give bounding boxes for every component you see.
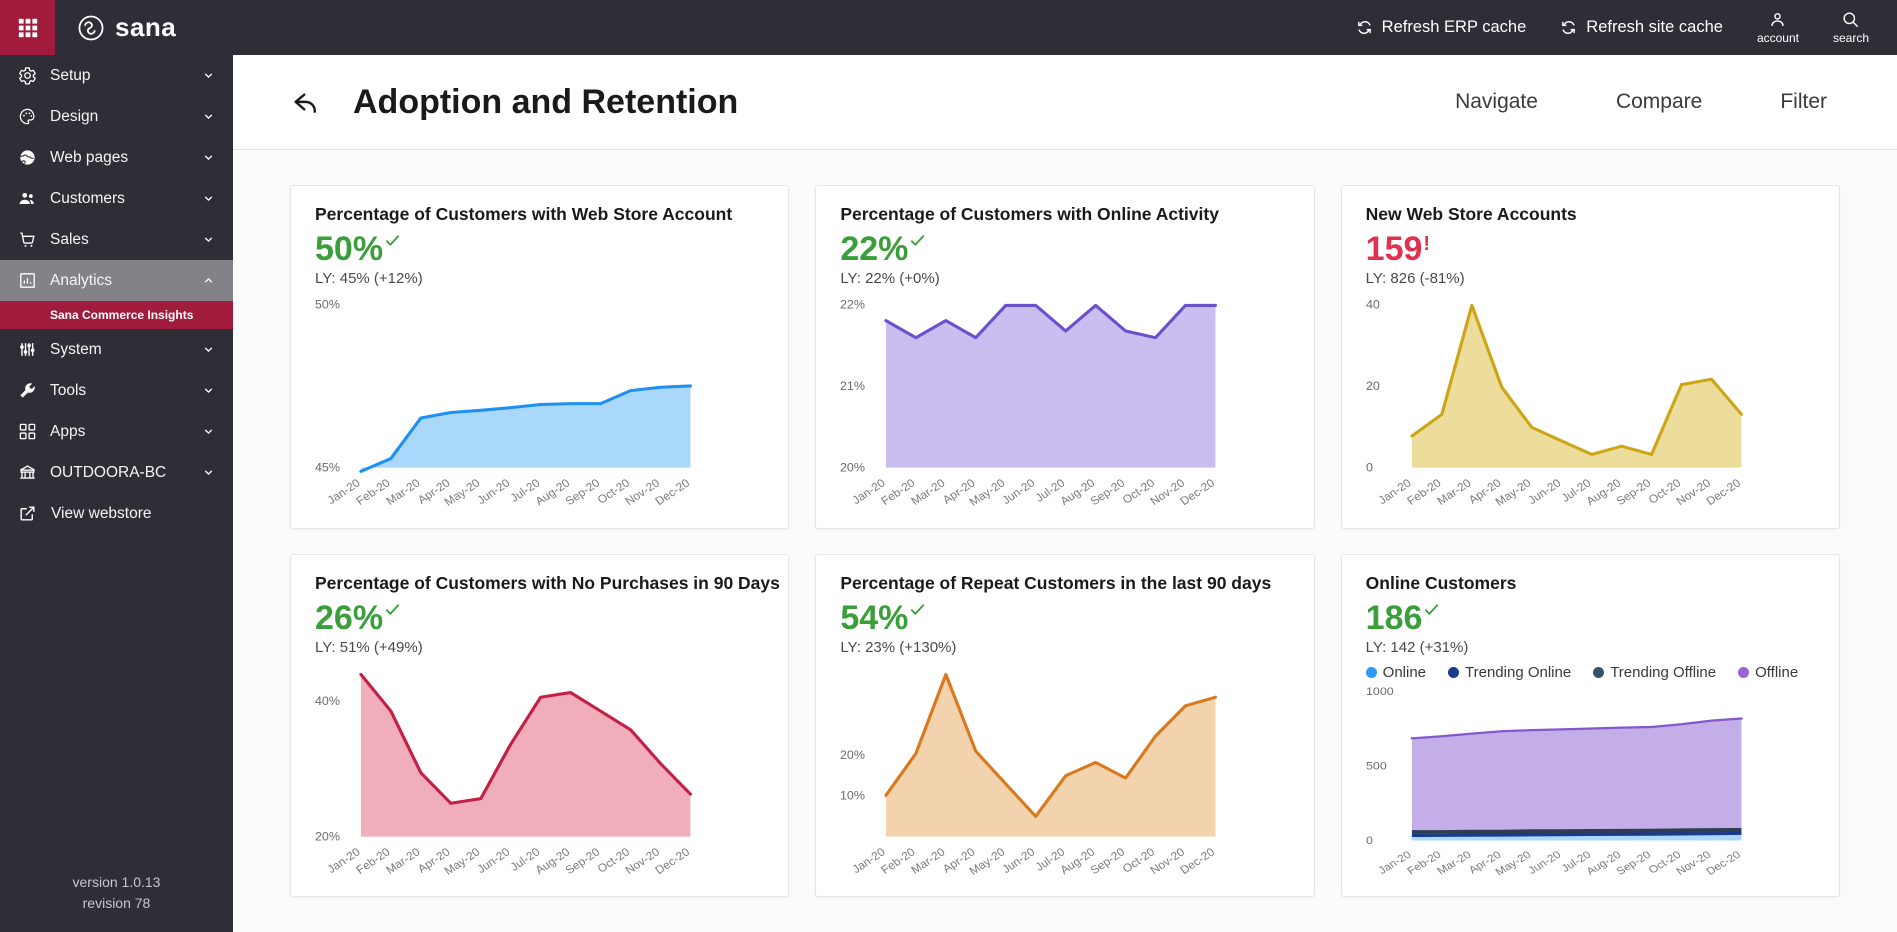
svg-text:Jun-20: Jun-20: [1000, 845, 1038, 876]
svg-text:Mar-20: Mar-20: [384, 845, 423, 876]
svg-text:Sep-20: Sep-20: [1088, 477, 1128, 509]
svg-text:1000: 1000: [1366, 686, 1394, 698]
svg-text:45%: 45%: [315, 461, 340, 475]
svg-text:Feb-20: Feb-20: [1405, 849, 1443, 877]
svg-text:20%: 20%: [315, 830, 340, 844]
svg-text:Dec-20: Dec-20: [1178, 477, 1218, 509]
svg-text:40: 40: [1366, 298, 1380, 312]
svg-text:Jun-20: Jun-20: [475, 477, 513, 508]
svg-text:500: 500: [1366, 760, 1387, 772]
svg-text:Jun-20: Jun-20: [1000, 477, 1038, 508]
svg-text:40%: 40%: [315, 694, 340, 708]
svg-text:May-20: May-20: [968, 845, 1009, 877]
svg-text:Dec-20: Dec-20: [1704, 849, 1743, 877]
svg-text:May-20: May-20: [1493, 477, 1534, 509]
svg-text:10%: 10%: [840, 789, 865, 803]
svg-text:Jun-20: Jun-20: [475, 845, 513, 876]
svg-text:May-20: May-20: [442, 845, 483, 877]
svg-text:Mar-20: Mar-20: [1435, 477, 1474, 508]
svg-text:Mar-20: Mar-20: [384, 477, 423, 508]
svg-text:21%: 21%: [840, 380, 865, 394]
svg-text:Mar-20: Mar-20: [909, 845, 948, 876]
svg-text:Sep-20: Sep-20: [563, 845, 603, 877]
svg-text:May-20: May-20: [968, 477, 1009, 509]
svg-text:Dec-20: Dec-20: [1178, 845, 1218, 877]
svg-text:May-20: May-20: [442, 477, 483, 509]
svg-text:20: 20: [1366, 380, 1380, 394]
svg-text:Sep-20: Sep-20: [563, 477, 603, 509]
svg-text:Mar-20: Mar-20: [1435, 849, 1473, 877]
svg-text:Dec-20: Dec-20: [653, 477, 693, 509]
svg-text:50%: 50%: [315, 298, 340, 312]
svg-text:0: 0: [1366, 835, 1373, 847]
svg-text:0: 0: [1366, 461, 1373, 475]
svg-text:22%: 22%: [840, 298, 865, 312]
svg-text:20%: 20%: [840, 748, 865, 762]
svg-text:Sep-20: Sep-20: [1088, 845, 1128, 877]
svg-text:Jun-20: Jun-20: [1526, 849, 1563, 876]
svg-text:Sep-20: Sep-20: [1614, 477, 1654, 509]
svg-text:20%: 20%: [840, 461, 865, 475]
svg-text:Dec-20: Dec-20: [653, 845, 693, 877]
svg-text:Mar-20: Mar-20: [909, 477, 948, 508]
svg-text:Sep-20: Sep-20: [1614, 849, 1653, 877]
svg-text:Dec-20: Dec-20: [1704, 477, 1744, 509]
svg-text:Jun-20: Jun-20: [1525, 477, 1563, 508]
